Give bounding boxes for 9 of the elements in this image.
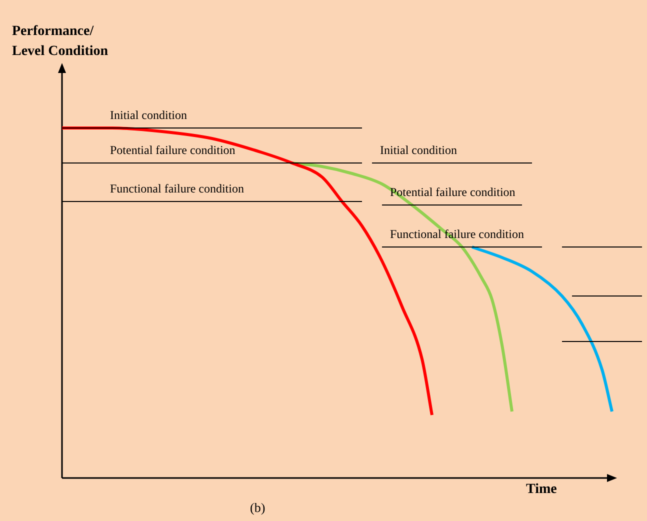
x-axis-title: Time — [526, 482, 557, 498]
series-label: Initial condition — [380, 143, 457, 158]
series-label: Functional failure condition — [110, 182, 244, 196]
series-label: Potential failure condition — [110, 143, 236, 158]
y-axis-title: Performance/ Level Condition — [12, 23, 110, 61]
text: (b) — [250, 500, 266, 516]
series-label: Potential failure condition — [390, 185, 516, 200]
series-label: Functional failure condition — [390, 227, 524, 242]
series-label: Initial condition — [110, 108, 187, 122]
